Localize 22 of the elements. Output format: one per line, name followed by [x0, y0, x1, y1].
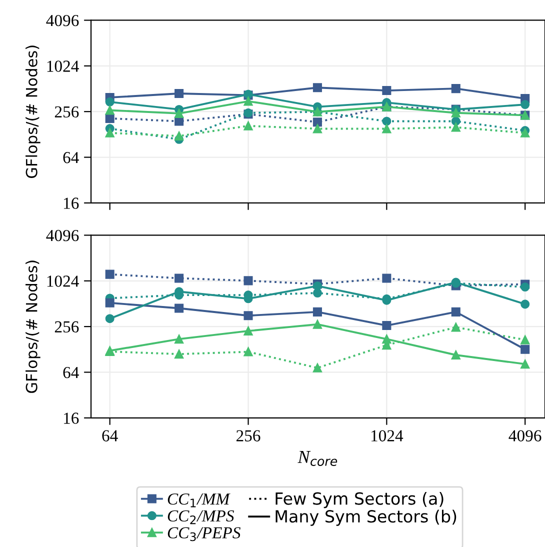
y-tick-label: 4096: [46, 14, 79, 26]
legend-label: CC$_{2}$/MPS: [168, 510, 234, 524]
y-axis-title: GFlops/(# Nodes): [26, 46, 40, 178]
legend-label: Many Sym Sectors (b): [276, 510, 456, 526]
x-tick-label: 64: [102, 430, 118, 442]
x-axis-title: N$_{core}$: [298, 450, 338, 466]
x-tick-label: 1024: [371, 430, 404, 442]
y-tick-label: 64: [63, 366, 79, 378]
x-tick-label: 256: [236, 430, 260, 442]
legend-label: CC$_{1}$/MM: [168, 493, 230, 508]
y-tick-label: 64: [63, 152, 79, 164]
y-tick-label: 256: [54, 321, 79, 333]
legend-label: Few Sym Sectors (a): [276, 492, 444, 508]
x-tick-label: 4096: [508, 430, 542, 442]
y-tick-label: 1024: [47, 60, 79, 72]
y-tick-label: 16: [64, 412, 79, 424]
y-tick-label: 256: [54, 106, 79, 118]
y-tick-label: 16: [64, 198, 79, 209]
y-tick-label: 4096: [46, 230, 79, 242]
y-tick-label: 1024: [47, 276, 79, 287]
y-axis-title: GFlops/(# Nodes): [26, 260, 40, 393]
legend-label: CC$_{3}$/PEPS: [168, 527, 240, 542]
